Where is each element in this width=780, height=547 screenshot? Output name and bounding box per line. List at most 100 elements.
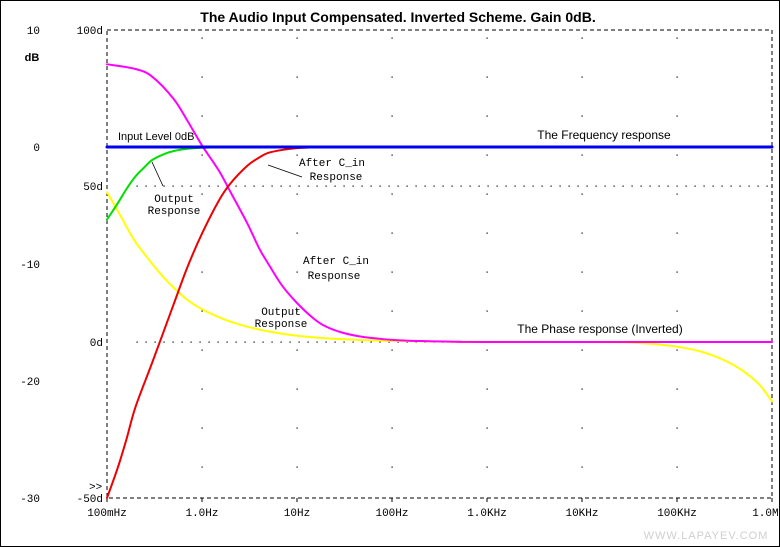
grid-dot: [296, 388, 298, 390]
grid-dot: [486, 466, 488, 468]
grid-dot: [486, 349, 488, 351]
grid-dot: [280, 341, 282, 343]
grid-dot: [379, 185, 381, 187]
grid-dot: [391, 37, 393, 39]
grid-dot: [379, 341, 381, 343]
grid-dot: [201, 349, 203, 351]
grid-dot: [370, 341, 372, 343]
x-tick-label: 1.0MHz: [752, 508, 780, 520]
green-label-line1: Output: [154, 194, 194, 206]
grid-dot: [486, 427, 488, 429]
grid-dot: [391, 193, 393, 195]
grid-dot: [217, 185, 219, 187]
grid-dot: [201, 193, 203, 195]
grid-dot: [676, 427, 678, 429]
grid-dot: [325, 341, 327, 343]
grid-dot: [433, 185, 435, 187]
grid-dot: [550, 185, 552, 187]
grid-dot: [631, 185, 633, 187]
grid-dot: [352, 341, 354, 343]
grid-dot: [391, 466, 393, 468]
grid-dot: [334, 341, 336, 343]
grid-dot: [486, 76, 488, 78]
magenta-label-line2: Response: [308, 271, 361, 283]
grid-dot: [262, 341, 264, 343]
grid-dot: [581, 37, 583, 39]
series-magenta-after-cin-phase: [106, 63, 773, 344]
grid-dot: [296, 37, 298, 39]
grid-dot: [298, 185, 300, 187]
grid-dot: [486, 271, 488, 273]
grid-dot: [154, 185, 156, 187]
watermark: WWW.LAPAYEV.COM: [644, 530, 769, 542]
grid-dot: [676, 466, 678, 468]
grid-dot: [568, 185, 570, 187]
x-tick-label: 100mHz: [87, 508, 127, 520]
grid-dot: [486, 310, 488, 312]
grid-dot: [296, 310, 298, 312]
red-label-leader: [267, 164, 303, 178]
grid-dot: [145, 341, 147, 343]
grid-dot: [325, 185, 327, 187]
y-left-tick-label: -10: [20, 260, 40, 272]
grid-dot: [486, 388, 488, 390]
grid-dot: [676, 37, 678, 39]
grid-dot: [703, 185, 705, 187]
grid-dot: [201, 271, 203, 273]
grid-dot: [208, 341, 210, 343]
grid-dot: [361, 185, 363, 187]
grid-dot: [649, 185, 651, 187]
grid-dot: [172, 185, 174, 187]
grid-dot: [505, 185, 507, 187]
grid-dot: [581, 154, 583, 156]
grid-dot: [424, 185, 426, 187]
grid-dot: [487, 185, 489, 187]
grid-dot: [391, 310, 393, 312]
grid-dot: [307, 341, 309, 343]
grid-dot: [581, 349, 583, 351]
red-label-line1: After C_in: [299, 158, 365, 170]
grid-dot: [676, 271, 678, 273]
grid-dot: [181, 341, 183, 343]
grid-dot: [581, 466, 583, 468]
grid-dot: [262, 185, 264, 187]
grid-dot: [391, 115, 393, 117]
y-right-tick-labels: 100d 50d 0d -50d: [77, 26, 103, 506]
y-left-tick-label: -20: [20, 377, 40, 389]
red-label-line2: Response: [310, 172, 363, 184]
grid-dot: [136, 185, 138, 187]
grid-dot: [577, 185, 579, 187]
grid-dot: [486, 37, 488, 39]
grid-dot: [676, 76, 678, 78]
grid-dot: [442, 185, 444, 187]
grid-dot: [181, 185, 183, 187]
grid-dot: [658, 185, 660, 187]
grid-dot: [296, 115, 298, 117]
grid-dot: [676, 115, 678, 117]
grid-dot: [595, 185, 597, 187]
y-right-tick-label: 50d: [83, 182, 103, 194]
grid-dot: [370, 185, 372, 187]
grid-dot: [201, 310, 203, 312]
grid-dot: [201, 37, 203, 39]
grid-dot: [163, 341, 165, 343]
grid-dot: [289, 341, 291, 343]
grid-dot: [334, 185, 336, 187]
grid-dot: [676, 349, 678, 351]
grid-dot: [460, 185, 462, 187]
grid-dot: [388, 341, 390, 343]
grid-dot: [397, 185, 399, 187]
grid-dot: [604, 185, 606, 187]
y-left-tick-labels: 10 0 -10 -20 -30: [20, 26, 40, 506]
grid-dot: [451, 185, 453, 187]
y-left-unit-label: dB: [25, 52, 40, 64]
grid-dot: [469, 185, 471, 187]
x-tick-label: 10Hz: [284, 508, 310, 520]
grid-dot: [391, 271, 393, 273]
x-tick-label: 10KHz: [565, 508, 598, 520]
grid-dot: [296, 232, 298, 234]
grid-dot: [721, 185, 723, 187]
grid-dot: [486, 193, 488, 195]
grid-dot: [154, 341, 156, 343]
